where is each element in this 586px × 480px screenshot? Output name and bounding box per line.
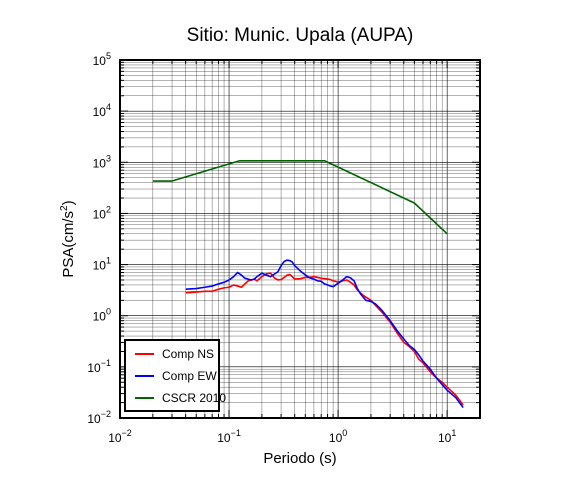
x-tick-labels: 10−2 10−1 100 101 <box>108 428 456 445</box>
y-tick-label: 100 <box>93 307 111 324</box>
y-tick-label: 103 <box>93 153 111 170</box>
y-tick-label: 10−1 <box>87 358 111 375</box>
x-tick-label: 100 <box>329 428 347 445</box>
tick-marks <box>119 59 481 419</box>
series-group <box>152 159 464 409</box>
y-tick-label: 102 <box>93 204 111 221</box>
y-tick-label: 105 <box>93 51 111 68</box>
plot-frame <box>119 59 481 419</box>
y-tick-labels: 10−2 10−1 100 101 102 103 104 105 <box>87 51 111 426</box>
y-tick-label: 104 <box>93 102 111 119</box>
legend-label-comp-ew: Comp EW <box>162 369 217 383</box>
x-axis-label: Periodo (s) <box>263 450 336 467</box>
chart-title: Sitio: Munic. Upala (AUPA) <box>187 25 414 46</box>
legend: Comp NS Comp EW CSCR 2010 <box>124 339 226 412</box>
legend-label-comp-ns: Comp NS <box>162 347 214 361</box>
y-axis-label-superscript: 2 <box>59 205 70 211</box>
series-line-cscr-2010 <box>152 159 448 235</box>
series-line-comp-ns <box>185 272 464 406</box>
legend-label-cscr-2010: CSCR 2010 <box>162 391 226 405</box>
y-axis-label-base: PSA(cm/s <box>60 211 77 278</box>
x-tick-label: 10−1 <box>217 428 241 445</box>
y-tick-label: 10−2 <box>87 409 111 426</box>
x-tick-label: 10−2 <box>108 428 132 445</box>
series-line-comp-ew <box>185 259 464 409</box>
y-tick-label: 101 <box>93 256 111 273</box>
grid <box>119 59 481 419</box>
y-axis-label: PSA(cm/s2) <box>59 200 77 277</box>
x-tick-label: 101 <box>438 428 456 445</box>
y-axis-label-end: ) <box>60 200 77 205</box>
